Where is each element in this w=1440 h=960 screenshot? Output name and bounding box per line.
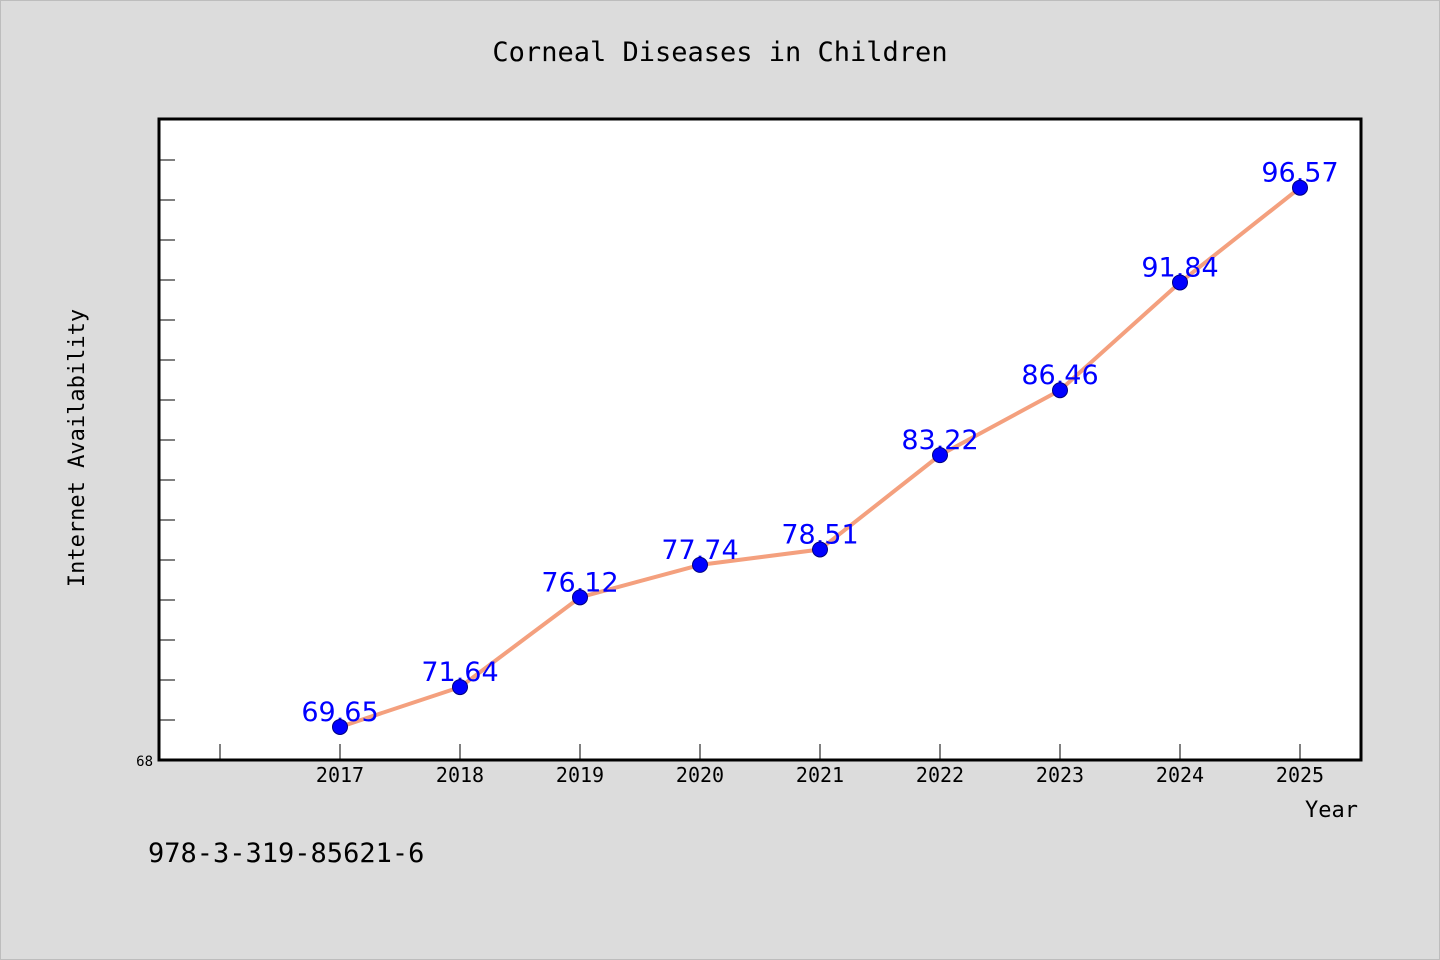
- y-axis-ticks: [159, 159, 175, 761]
- x-tick-label: 2018: [436, 763, 484, 787]
- data-point-marker: [572, 589, 588, 606]
- data-point-marker: [1292, 179, 1308, 196]
- x-axis-label: Year: [1305, 798, 1358, 823]
- plot-area: [159, 119, 1361, 760]
- x-tick-label: 2020: [676, 763, 724, 787]
- footer-isbn: 978-3-319-85621-6: [148, 838, 424, 869]
- data-point-marker: [692, 556, 708, 573]
- data-point-marker: [1052, 382, 1068, 399]
- y-tick-label: 68: [136, 754, 153, 770]
- x-tick-label: 2024: [1156, 763, 1204, 787]
- plot-border: [157, 117, 1363, 762]
- data-point-marker: [932, 447, 948, 464]
- data-point-marker: [1172, 274, 1188, 291]
- data-point-marker: [332, 718, 348, 735]
- x-tick-label: 2025: [1276, 763, 1324, 787]
- y-axis-label: Internet Availability: [65, 309, 90, 587]
- x-tick-label: 2017: [316, 763, 364, 787]
- x-tick-label: 2019: [556, 763, 604, 787]
- x-tick-label: 2022: [916, 763, 964, 787]
- chart-title: Corneal Diseases in Children: [492, 37, 947, 68]
- x-tick-label: 2021: [796, 763, 844, 787]
- data-markers: [332, 179, 1308, 735]
- data-point-marker: [812, 541, 828, 558]
- x-tick-labels: 2017 2018 2019 2020 2021 2022 2023 2024 2025: [316, 763, 1324, 787]
- x-axis-ticks: [219, 744, 1301, 760]
- data-point-marker: [452, 679, 468, 696]
- x-tick-label: 2023: [1036, 763, 1084, 787]
